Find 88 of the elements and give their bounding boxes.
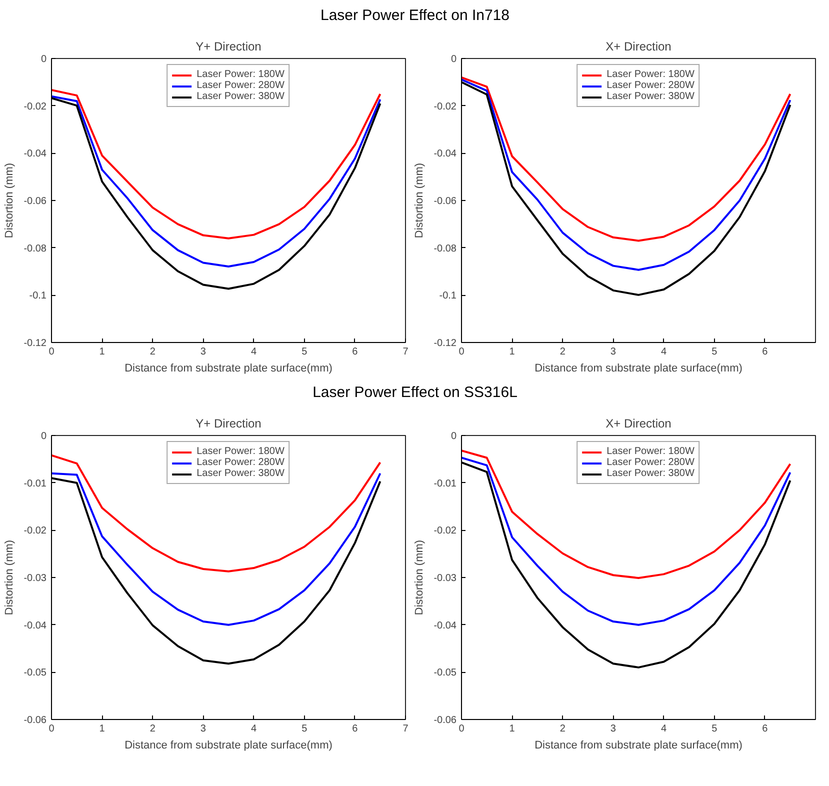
y-tick-label: -0.02	[434, 526, 457, 537]
x-tick-label: 2	[560, 346, 566, 358]
x-tick-label: 1	[99, 724, 106, 734]
y-tick-label: -0.04	[24, 148, 47, 160]
x-tick-label: 4	[661, 724, 668, 734]
y-tick-label: -0.03	[434, 573, 457, 584]
x-axis-title: Distance from substrate plate surface(mm)	[124, 362, 332, 374]
y-tick-label: -0.08	[24, 243, 47, 254]
x-tick-label: 6	[352, 724, 358, 734]
legend-label: Laser Power: 180W	[196, 69, 284, 80]
line-series	[52, 454, 382, 572]
y-axis-title: Distortion (mm)	[4, 162, 16, 238]
x-tick-label: 5	[712, 346, 718, 358]
x-tick-label: 6	[762, 346, 768, 358]
x-tick-label: 3	[610, 724, 616, 734]
legend-label: Laser Power: 380W	[606, 91, 694, 102]
y-axis-title: Distortion (mm)	[4, 540, 16, 616]
y-tick-label: 0	[40, 54, 47, 65]
x-tick-label: 7	[402, 724, 409, 734]
text: Laser Power Effect on SS316L	[312, 383, 518, 403]
chart-title: X+ Direction	[606, 416, 672, 430]
legend-label: Laser Power: 380W	[196, 468, 284, 479]
y-tick-label: -0.1	[29, 290, 47, 302]
y-tick-label: -0.02	[24, 101, 47, 112]
y-tick-label: -0.01	[434, 478, 457, 490]
x-tick-label: 1	[509, 346, 516, 358]
y-axis-title: Distortion (mm)	[414, 540, 426, 616]
y-tick-label: -0.06	[434, 196, 457, 207]
x-tick-label: 0	[458, 346, 465, 358]
y-tick-label: 0	[40, 431, 47, 442]
x-tick-label: 7	[402, 346, 409, 358]
line-series	[462, 76, 792, 242]
text: Laser Power Effect on In718	[320, 6, 510, 26]
y-tick-label: -0.08	[434, 243, 457, 254]
x-tick-label: 4	[251, 724, 258, 734]
x-tick-label: 1	[99, 346, 106, 358]
x-axis-title: Distance from substrate plate surface(mm)	[534, 362, 742, 374]
x-tick-label: 2	[150, 724, 156, 734]
chart-title: X+ Direction	[606, 40, 672, 54]
x-tick-label: 0	[48, 346, 55, 358]
y-tick-label: -0.02	[434, 101, 457, 112]
x-tick-label: 5	[302, 346, 308, 358]
x-axis-title: Distance from substrate plate surface(mm)	[124, 740, 332, 752]
x-tick-label: 3	[200, 724, 206, 734]
y-tick-label: 0	[450, 54, 457, 65]
legend-label: Laser Power: 180W	[196, 446, 284, 457]
x-tick-label: 4	[251, 346, 258, 358]
x-tick-label: 2	[560, 724, 566, 734]
chart-title: Y+ Direction	[196, 416, 262, 430]
chart-title: Y+ Direction	[196, 40, 262, 54]
x-tick-label: 5	[712, 724, 718, 734]
legend-label: Laser Power: 280W	[606, 457, 694, 468]
legend-label: Laser Power: 380W	[196, 91, 284, 102]
legend-label: Laser Power: 180W	[606, 69, 694, 80]
line-series	[462, 456, 792, 626]
y-tick-label: -0.04	[434, 620, 457, 632]
x-tick-label: 3	[610, 346, 616, 358]
y-axis-title: Distortion (mm)	[414, 162, 426, 238]
y-tick-label: -0.05	[434, 668, 457, 679]
x-tick-label: 2	[150, 346, 156, 358]
x-tick-label: 5	[302, 724, 308, 734]
x-tick-label: 0	[458, 724, 465, 734]
y-tick-label: -0.12	[24, 338, 47, 349]
line-series	[52, 88, 382, 240]
x-tick-label: 6	[762, 724, 768, 734]
y-tick-label: 0	[450, 431, 457, 442]
y-tick-label: -0.12	[434, 338, 457, 349]
x-tick-label: 0	[48, 724, 55, 734]
legend-label: Laser Power: 380W	[606, 468, 694, 479]
legend-label: Laser Power: 280W	[606, 80, 694, 91]
y-tick-label: -0.03	[24, 573, 47, 584]
y-tick-label: -0.04	[24, 620, 47, 632]
x-tick-label: 1	[509, 724, 516, 734]
x-tick-label: 4	[661, 346, 668, 358]
y-tick-label: -0.02	[24, 526, 47, 537]
y-tick-label: -0.1	[439, 290, 457, 302]
legend-label: Laser Power: 280W	[196, 80, 284, 91]
legend-label: Laser Power: 280W	[196, 457, 284, 468]
y-tick-label: -0.06	[24, 715, 47, 726]
x-axis-title: Distance from substrate plate surface(mm)	[534, 740, 742, 752]
y-tick-label: -0.04	[434, 148, 457, 160]
legend-label: Laser Power: 180W	[606, 446, 694, 457]
y-tick-label: -0.06	[434, 715, 457, 726]
y-tick-label: -0.01	[24, 478, 47, 490]
y-tick-label: -0.06	[24, 196, 47, 207]
x-tick-label: 3	[200, 346, 206, 358]
x-tick-label: 6	[352, 346, 358, 358]
y-tick-label: -0.05	[24, 668, 47, 679]
